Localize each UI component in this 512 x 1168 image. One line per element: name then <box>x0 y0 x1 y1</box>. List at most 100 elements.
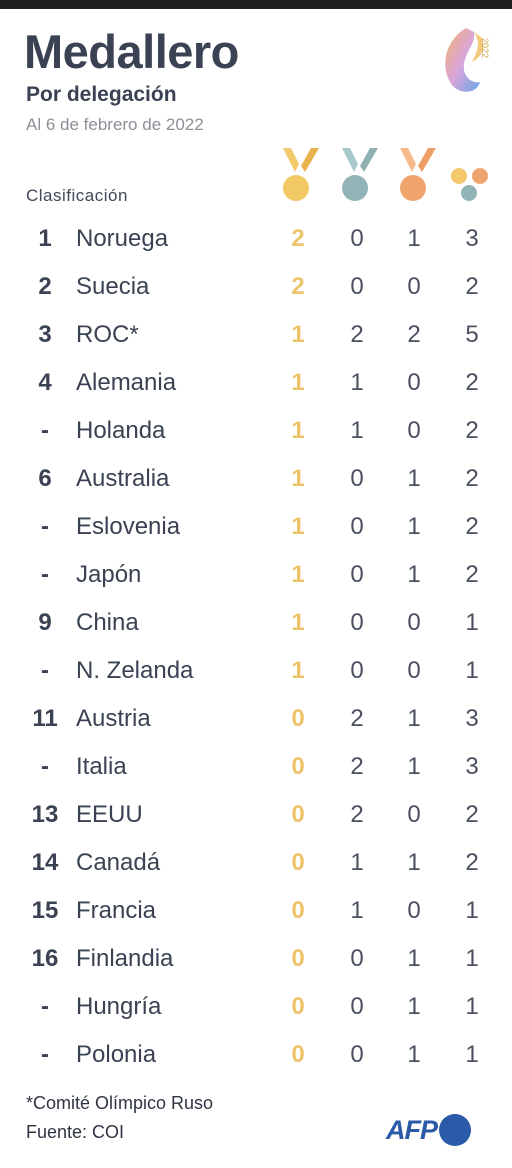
silver-count-cell: 0 <box>350 273 364 300</box>
gold-count-cell: 0 <box>291 993 305 1020</box>
country-cell: Canadá <box>76 849 161 876</box>
bronze-count-cell: 1 <box>407 945 421 972</box>
total-count-cell: 1 <box>465 1041 479 1068</box>
rank-cell: 16 <box>31 945 59 972</box>
bronze-medal-icon <box>400 148 436 201</box>
rank-cell: 1 <box>38 225 52 252</box>
table-row: - Polonia 0 0 1 1 <box>0 1032 512 1080</box>
country-cell: Italia <box>76 753 127 780</box>
bronze-count-cell: 0 <box>407 273 421 300</box>
source-label: Fuente: COI <box>26 1122 125 1142</box>
bronze-count-cell: 1 <box>407 705 421 732</box>
top-bar <box>0 0 512 9</box>
silver-count-cell: 1 <box>350 417 364 444</box>
rank-cell: 6 <box>38 465 52 492</box>
gold-count-cell: 0 <box>291 801 305 828</box>
rank-cell: - <box>41 417 49 444</box>
bronze-count-cell: 1 <box>407 513 421 540</box>
total-count-cell: 2 <box>465 801 479 828</box>
beijing-2022-logo: 2022 <box>445 28 490 92</box>
rank-cell: - <box>41 993 49 1020</box>
gold-count-cell: 1 <box>291 657 305 684</box>
rank-cell: 11 <box>32 705 58 732</box>
table-row: - Holanda 1 1 0 2 <box>0 408 512 456</box>
gold-medal-icon <box>283 148 319 201</box>
gold-count-cell: 2 <box>291 225 305 252</box>
silver-count-cell: 2 <box>350 801 364 828</box>
total-count-cell: 1 <box>465 993 479 1020</box>
silver-count-cell: 0 <box>350 465 364 492</box>
afp-logo: AFP <box>386 1112 471 1148</box>
table-row: 13 EEUU 0 2 0 2 <box>0 792 512 840</box>
rank-cell: 13 <box>31 801 59 828</box>
silver-count-cell: 1 <box>350 849 364 876</box>
silver-count-cell: 0 <box>350 657 364 684</box>
silver-count-cell: 1 <box>350 369 364 396</box>
table-row: 9 China 1 0 0 1 <box>0 600 512 648</box>
bronze-count-cell: 1 <box>407 993 421 1020</box>
total-count-cell: 1 <box>465 609 479 636</box>
rank-cell: - <box>41 561 49 588</box>
gold-count-cell: 2 <box>291 273 305 300</box>
country-cell: Australia <box>76 465 170 492</box>
rank-cell: - <box>41 513 49 540</box>
gold-count-cell: 1 <box>291 417 305 444</box>
silver-count-cell: 0 <box>350 609 364 636</box>
country-cell: Eslovenia <box>76 513 181 540</box>
country-cell: Austria <box>76 705 151 732</box>
total-count-cell: 2 <box>465 561 479 588</box>
gold-count-cell: 1 <box>291 369 305 396</box>
bronze-count-cell: 0 <box>407 609 421 636</box>
table-row: 2 Suecia 2 0 0 2 <box>0 264 512 312</box>
gold-count-cell: 1 <box>291 321 305 348</box>
bronze-count-cell: 1 <box>407 465 421 492</box>
medal-table: 1 Noruega 2 0 1 3 2 Suecia 2 0 0 2 3 ROC* 1 2 2 5 4 Alemani… <box>0 216 512 1080</box>
column-header-ranking: Clasificación <box>26 186 128 205</box>
silver-medal-icon <box>342 148 378 201</box>
gold-count-cell: 0 <box>291 945 305 972</box>
rank-cell: - <box>41 657 49 684</box>
gold-count-cell: 0 <box>291 849 305 876</box>
table-row: 14 Canadá 0 1 1 2 <box>0 840 512 888</box>
total-count-cell: 2 <box>465 849 479 876</box>
table-row: - N. Zelanda 1 0 0 1 <box>0 648 512 696</box>
rank-cell: 4 <box>38 369 52 396</box>
country-cell: Holanda <box>76 417 166 444</box>
silver-count-cell: 0 <box>350 993 364 1020</box>
table-row: 3 ROC* 1 2 2 5 <box>0 312 512 360</box>
gold-count-cell: 1 <box>291 609 305 636</box>
country-cell: Japón <box>76 561 142 588</box>
table-row: - Italia 0 2 1 3 <box>0 744 512 792</box>
table-row: 6 Australia 1 0 1 2 <box>0 456 512 504</box>
logo-year: 2022 <box>480 38 490 58</box>
silver-count-cell: 0 <box>350 513 364 540</box>
silver-count-cell: 0 <box>350 561 364 588</box>
total-count-cell: 1 <box>465 945 479 972</box>
total-count-cell: 3 <box>465 705 479 732</box>
country-cell: Polonia <box>76 1041 157 1068</box>
table-row: 4 Alemania 1 1 0 2 <box>0 360 512 408</box>
gold-count-cell: 0 <box>291 753 305 780</box>
country-cell: ROC* <box>76 321 139 348</box>
total-count-cell: 1 <box>465 657 479 684</box>
total-count-cell: 5 <box>465 321 479 348</box>
page-subtitle: Por delegación <box>26 83 177 106</box>
table-row: - Eslovenia 1 0 1 2 <box>0 504 512 552</box>
country-cell: Noruega <box>76 225 169 252</box>
silver-count-cell: 2 <box>350 753 364 780</box>
afp-logo-dot <box>439 1114 471 1146</box>
total-count-cell: 2 <box>465 369 479 396</box>
country-cell: Alemania <box>76 369 177 396</box>
gold-count-cell: 1 <box>291 561 305 588</box>
bronze-count-cell: 0 <box>407 897 421 924</box>
gold-count-cell: 1 <box>291 513 305 540</box>
bronze-count-cell: 0 <box>407 369 421 396</box>
bronze-count-cell: 0 <box>407 417 421 444</box>
country-cell: Suecia <box>76 273 150 300</box>
rank-cell: 14 <box>31 849 59 876</box>
bronze-count-cell: 0 <box>407 801 421 828</box>
gold-count-cell: 0 <box>291 705 305 732</box>
country-cell: Francia <box>76 897 157 924</box>
gold-count-cell: 0 <box>291 897 305 924</box>
table-row: - Japón 1 0 1 2 <box>0 552 512 600</box>
